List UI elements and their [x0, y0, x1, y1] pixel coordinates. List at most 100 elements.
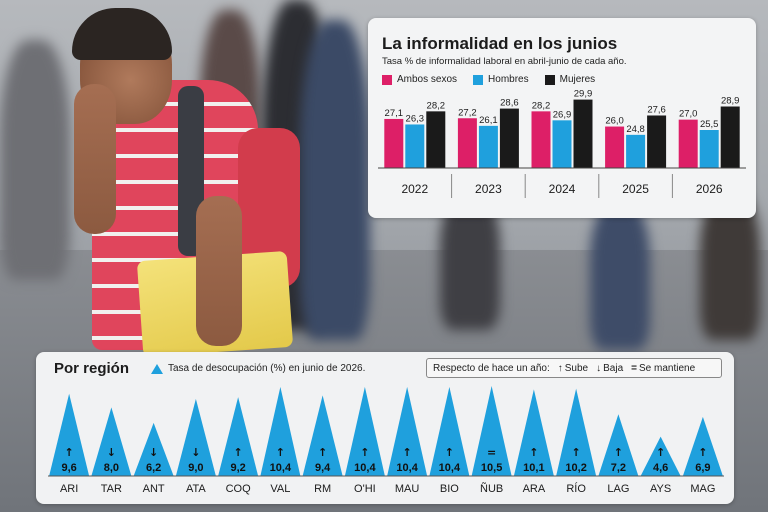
- region-triangle-ÑUB: [471, 386, 512, 476]
- change-arrow-TAR: ↓: [107, 446, 116, 459]
- bar-ambos-sexos-2026: [678, 119, 698, 168]
- bar-ambos-sexos-2024: [531, 111, 551, 168]
- region-triangle-AYS: [640, 436, 681, 476]
- x-tick-label-2026: 2026: [696, 182, 723, 196]
- legend-label-ambos: Ambos sexos: [397, 74, 458, 85]
- bar-mujeres-2023: [499, 108, 519, 168]
- equal-icon: =: [631, 362, 637, 374]
- informality-chart-subtitle: Tasa % de informalidad laboral en abril-…: [382, 56, 627, 67]
- legend-item-hombres: Hombres: [473, 74, 529, 85]
- change-legend-up-label: Sube: [564, 362, 589, 374]
- region-triangle-BIO: [429, 386, 470, 476]
- data-label-ambos-sexos-2025: 26,0: [605, 116, 624, 127]
- region-label-ARI: ARI: [60, 483, 78, 495]
- x-tick-label-2024: 2024: [549, 182, 576, 196]
- bar-ambos-sexos-2025: [605, 126, 625, 168]
- region-value-RÍO: 10,2: [565, 462, 586, 474]
- region-triangle-VAL: [260, 386, 301, 476]
- informality-chart-panel: La informalidad en los junios Tasa % de …: [368, 18, 756, 218]
- legend-label-hombres: Hombres: [488, 74, 529, 85]
- bar-hombres-2022: [405, 124, 425, 168]
- region-triangle-ARI: [49, 393, 90, 476]
- change-arrow-COQ: ↑: [234, 446, 243, 459]
- change-legend-box: Respecto de hace un año: ↑ Sube ↓ Baja = Se…: [426, 358, 722, 378]
- change-arrow-RÍO: ↑: [572, 446, 581, 459]
- legend-label-mujeres: Mujeres: [559, 74, 596, 85]
- data-label-mujeres-2024: 29,9: [574, 89, 593, 100]
- region-value-ANT: 6,2: [146, 462, 161, 474]
- data-label-hombres-2022: 26,3: [406, 113, 425, 124]
- region-value-AYS: 4,6: [653, 462, 668, 474]
- change-legend-down-label: Baja: [603, 362, 624, 374]
- change-arrow-MAU: ↑: [403, 446, 412, 459]
- arrow-down-icon: ↓: [596, 362, 602, 374]
- change-arrow-ARA: ↑: [529, 446, 538, 459]
- change-legend-up: ↑ Sube: [558, 363, 588, 374]
- change-arrow-ARI: ↑: [65, 446, 74, 459]
- region-label-BIO: BIO: [440, 483, 459, 495]
- legend-item-ambos: Ambos sexos: [382, 74, 457, 85]
- region-chart-title: Por región: [54, 360, 130, 377]
- bar-mujeres-2024: [573, 99, 593, 168]
- region-label-ARA: ARA: [523, 483, 546, 495]
- change-legend-down: ↓ Baja: [596, 363, 623, 374]
- region-label-MAG: MAG: [690, 483, 715, 495]
- region-triangle-TAR: [91, 407, 132, 476]
- data-label-mujeres-2025: 27,6: [647, 104, 666, 115]
- region-triangle-RÍO: [556, 388, 597, 476]
- region-triangle-ARA: [513, 389, 554, 476]
- data-label-hombres-2025: 24,8: [626, 124, 645, 135]
- region-label-ÑUB: ÑUB: [480, 482, 503, 495]
- bar-hombres-2023: [478, 125, 498, 168]
- region-value-RM: 9,4: [315, 462, 331, 474]
- legend-item-mujeres: Mujeres: [544, 74, 596, 85]
- region-value-VAL: 10,4: [270, 462, 292, 474]
- change-arrow-LAG: ↑: [614, 446, 623, 459]
- region-label-LAG: LAG: [607, 483, 629, 495]
- bar-ambos-sexos-2023: [457, 118, 477, 168]
- region-legend-label: Tasa de desocupación (%) en junio de 202…: [168, 363, 366, 374]
- change-arrow-VAL: ↑: [276, 446, 285, 459]
- data-label-ambos-sexos-2026: 27,0: [679, 109, 698, 120]
- bar-hombres-2025: [626, 134, 646, 168]
- data-label-ambos-sexos-2022: 27,1: [385, 108, 404, 119]
- informality-bar-chart: 27,126,328,2202227,226,128,6202328,226,9…: [378, 89, 746, 198]
- informality-legend: Ambos sexos Hombres Mujeres: [382, 74, 595, 85]
- region-label-O'HI: O'HI: [354, 483, 376, 495]
- region-value-TAR: 8,0: [104, 462, 119, 474]
- x-tick-label-2023: 2023: [475, 182, 502, 196]
- legend-swatch-ambos: [382, 74, 392, 85]
- region-triangle-O'HI: [344, 386, 385, 476]
- region-triangle-MAU: [387, 386, 428, 476]
- region-label-RÍO: RÍO: [566, 482, 586, 495]
- man-hair: [72, 8, 172, 60]
- arrow-up-icon: ↑: [557, 362, 563, 374]
- data-label-mujeres-2023: 28,6: [500, 98, 519, 109]
- change-legend-same-label: Se mantiene: [638, 362, 696, 374]
- data-label-hombres-2023: 26,1: [479, 115, 498, 126]
- region-value-MAU: 10,4: [396, 462, 418, 474]
- region-label-COQ: COQ: [226, 483, 252, 495]
- data-label-hombres-2026: 25,5: [700, 119, 719, 130]
- region-chart-panel: Por región Tasa de desocupación (%) en j…: [36, 352, 734, 504]
- change-arrow-O'HI: ↑: [360, 446, 369, 459]
- region-triangle-ATA: [175, 398, 216, 476]
- region-label-ANT: ANT: [143, 483, 165, 495]
- change-arrow-ANT: ↓: [149, 446, 158, 459]
- data-label-mujeres-2026: 28,9: [721, 96, 740, 107]
- change-arrow-ATA: ↓: [191, 446, 200, 459]
- region-triangle-chart: ↑ 9,6 ARI ↓ 8,0 TAR ↓ 6,2 ANT ↓ 9,0 ATA ↑ 9,2 COQ ↑ 10,4…: [48, 386, 724, 495]
- region-triangle-COQ: [218, 397, 259, 476]
- region-value-COQ: 9,2: [230, 462, 245, 474]
- legend-swatch-hombres: [473, 74, 484, 85]
- change-arrow-AYS: ↑: [656, 446, 665, 459]
- region-value-ARI: 9,6: [61, 462, 76, 474]
- man-arm: [74, 84, 116, 234]
- data-label-ambos-sexos-2024: 28,2: [532, 100, 551, 111]
- region-label-RM: RM: [314, 483, 331, 495]
- change-arrow-BIO: ↑: [445, 446, 454, 459]
- change-legend-label: Respecto de hace un año:: [433, 362, 550, 374]
- bar-mujeres-2025: [647, 115, 667, 168]
- change-arrow-RM: ↑: [318, 446, 327, 459]
- bar-hombres-2026: [699, 130, 719, 168]
